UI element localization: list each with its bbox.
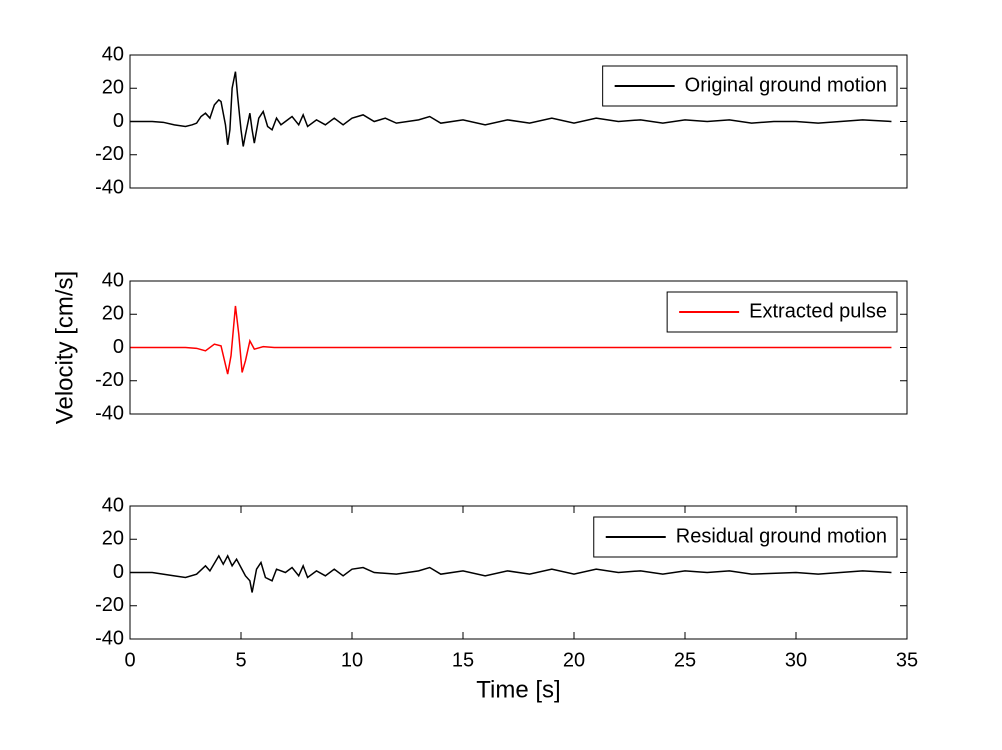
- legend: Residual ground motion: [593, 516, 898, 558]
- y-tick-label: 0: [113, 110, 124, 132]
- legend: Extracted pulse: [666, 291, 898, 333]
- y-tick-label: 20: [102, 303, 124, 325]
- legend-label: Residual ground motion: [676, 525, 887, 547]
- series-line: [130, 554, 892, 593]
- series-line: [130, 305, 892, 375]
- legend-label: Original ground motion: [685, 74, 887, 96]
- subplot: -40 -20 0 20 40 Extracted pulse: [95, 269, 908, 424]
- x-tick-label: 30: [785, 649, 807, 671]
- x-tick-label: 25: [674, 649, 696, 671]
- y-tick-label: -40: [95, 402, 124, 424]
- x-tick-label: 20: [563, 649, 585, 671]
- y-tick-label: -40: [95, 176, 124, 198]
- y-tick-label: -20: [95, 594, 124, 616]
- y-tick-label: 0: [113, 561, 124, 583]
- x-tick-label: 35: [896, 649, 918, 671]
- y-tick-label: 20: [102, 77, 124, 99]
- y-tick-label: -20: [95, 369, 124, 391]
- axes-box: [129, 505, 908, 640]
- x-tick-label: 5: [235, 649, 246, 671]
- y-tick-label: -40: [95, 627, 124, 649]
- subplot: -40 -20 0 20 40 0 5 10 15 20 25 30 35 Residual ground…: [95, 494, 918, 671]
- y-tick-label: 40: [102, 43, 124, 65]
- y-tick-label: 20: [102, 528, 124, 550]
- y-tick-label: 0: [113, 336, 124, 358]
- y-tick-label: -20: [95, 143, 124, 165]
- y-axis-title: Velocity [cm/s]: [51, 271, 78, 424]
- x-axis-title: Time [s]: [476, 676, 560, 703]
- axes-box: [129, 54, 908, 189]
- x-tick-label: 0: [124, 649, 135, 671]
- x-tick-label: 15: [452, 649, 474, 671]
- legend: Original ground motion: [602, 65, 898, 107]
- y-tick-label: 40: [102, 494, 124, 516]
- subplot: -40 -20 0 20 40 Original ground motion: [95, 43, 908, 198]
- x-tick-label: 10: [341, 649, 363, 671]
- axes-box: [129, 280, 908, 415]
- y-tick-label: 40: [102, 269, 124, 291]
- series-line: [130, 71, 892, 147]
- legend-label: Extracted pulse: [749, 300, 887, 322]
